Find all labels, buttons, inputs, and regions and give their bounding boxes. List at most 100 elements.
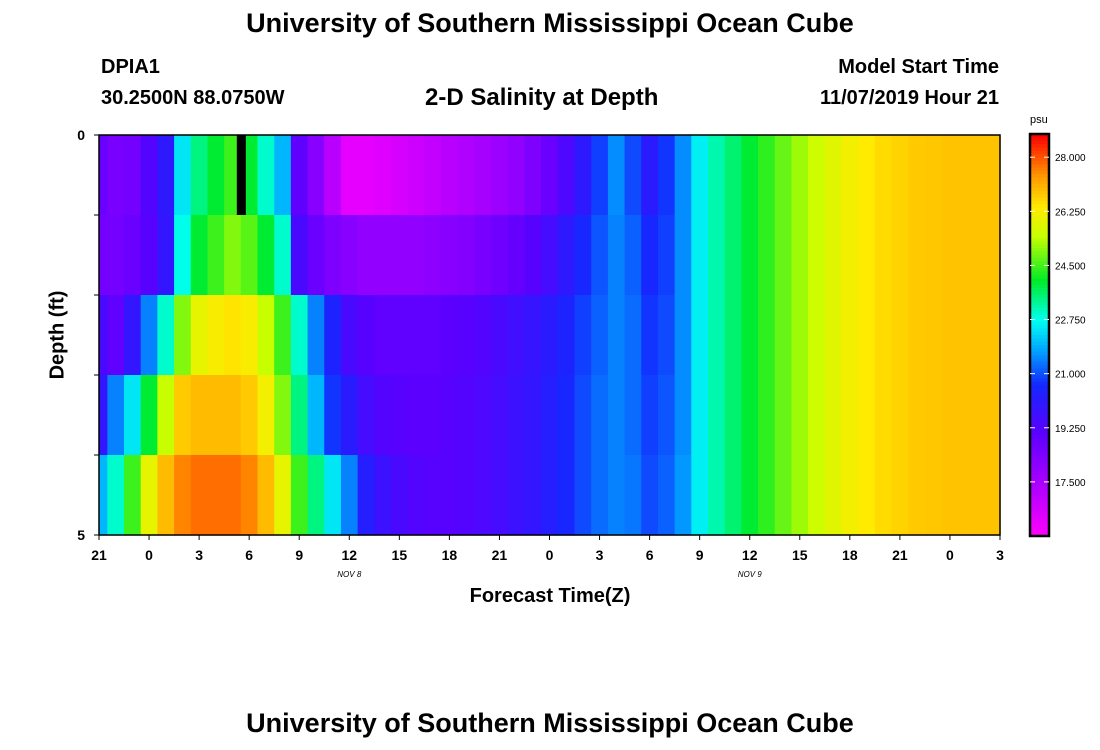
heatmap-cell: [474, 455, 492, 536]
heatmap-cell: [741, 455, 759, 536]
heatmap-cell: [324, 455, 342, 536]
colorbar-segment: [1030, 140, 1049, 145]
colorbar-segment: [1030, 224, 1049, 229]
heatmap-cell: [357, 295, 375, 376]
heatmap-cell: [99, 215, 108, 296]
colorbar-segment: [1030, 167, 1049, 172]
heatmap-cell: [541, 135, 559, 216]
colorbar-segment: [1030, 227, 1049, 232]
heatmap-cell: [374, 295, 392, 376]
colorbar-segment: [1030, 154, 1049, 159]
heatmap-cell: [157, 295, 175, 376]
heatmap-cell: [974, 135, 993, 216]
heatmap-cell: [407, 215, 425, 296]
heatmap-cell: [641, 295, 659, 376]
heatmap-cell: [374, 375, 392, 456]
colorbar-segment: [1030, 442, 1049, 447]
colorbar-segment: [1030, 381, 1049, 386]
x-tick-label: 12: [341, 547, 357, 563]
colorbar-segment: [1030, 512, 1049, 517]
heatmap-cell: [124, 295, 142, 376]
heatmap-cell: [641, 455, 659, 536]
heatmap-cell: [99, 135, 108, 216]
colorbar-unit-label: psu: [1030, 114, 1048, 126]
missing-data-mark: [236, 135, 246, 215]
heatmap-cell: [774, 375, 793, 456]
colorbar-segment: [1030, 294, 1049, 299]
colorbar-segment: [1030, 452, 1049, 457]
x-tick-label: 0: [145, 547, 153, 563]
heatmap-cell: [691, 455, 709, 536]
heatmap-cell: [190, 455, 209, 536]
colorbar-segment: [1030, 472, 1049, 477]
heatmap-cell: [174, 135, 192, 216]
colorbar-segment: [1030, 321, 1049, 326]
colorbar-segment: [1030, 348, 1049, 353]
heatmap-cell: [557, 375, 576, 456]
colorbar-segment: [1030, 519, 1049, 524]
heatmap-cell: [357, 455, 375, 536]
x-tick-label: 0: [546, 547, 554, 563]
heatmap-cell: [958, 375, 976, 456]
colorbar-segment: [1030, 361, 1049, 366]
heatmap-cell: [841, 455, 859, 536]
heatmap-cell: [758, 375, 776, 456]
heatmap-cell: [99, 295, 108, 376]
heatmap-cell: [891, 215, 909, 296]
heatmap-cell: [774, 455, 793, 536]
heatmap-cell: [357, 135, 375, 216]
colorbar-segment: [1030, 251, 1049, 256]
colorbar-segment: [1030, 304, 1049, 309]
heatmap-cell: [207, 455, 225, 536]
colorbar-segment: [1030, 351, 1049, 356]
heatmap-cell: [858, 375, 876, 456]
colorbar-segment: [1030, 345, 1049, 349]
colorbar-segment: [1030, 465, 1049, 470]
heatmap-cell: [641, 375, 659, 456]
colorbar-segment: [1030, 365, 1049, 370]
heatmap-cell: [691, 215, 709, 296]
heatmap-cell: [524, 375, 542, 456]
heatmap-cell: [808, 135, 826, 216]
heatmap-cell: [207, 375, 225, 456]
colorbar-segment: [1030, 177, 1049, 182]
colorbar-segment: [1030, 241, 1049, 246]
colorbar-segment: [1030, 335, 1049, 339]
heatmap-cell: [758, 455, 776, 536]
heatmap-cell: [474, 295, 492, 376]
colorbar-tick-label: 26.250: [1055, 207, 1086, 218]
heatmap-cell: [607, 215, 626, 296]
heatmap-cell: [874, 375, 893, 456]
heatmap-cell: [457, 455, 476, 536]
heatmap-cell: [708, 135, 726, 216]
heatmap-cell: [274, 135, 292, 216]
heatmap-cell: [674, 135, 692, 216]
heatmap-cell: [390, 135, 409, 216]
colorbar-segment: [1030, 338, 1049, 343]
x-axis-label: Forecast Time(Z): [469, 585, 631, 607]
heatmap-cell: [224, 295, 242, 376]
heatmap-cell: [99, 375, 108, 456]
heatmap-cell: [541, 215, 559, 296]
heatmap-cell: [491, 375, 509, 456]
heatmap-cell: [340, 295, 359, 376]
colorbar-segment: [1030, 137, 1049, 142]
colorbar-segment: [1030, 298, 1049, 303]
heatmap-cell: [207, 215, 225, 296]
heatmap-cell: [874, 215, 893, 296]
heatmap-cell: [824, 375, 843, 456]
colorbar-segment: [1030, 428, 1049, 433]
heatmap-cell: [874, 295, 893, 376]
colorbar-segment: [1030, 134, 1049, 138]
heatmap-cell: [224, 375, 242, 456]
colorbar-segment: [1030, 274, 1049, 279]
colorbar-tick-label: 28.000: [1055, 153, 1086, 164]
heatmap-cell: [157, 135, 175, 216]
heatmap-cell: [958, 455, 976, 536]
heatmap-cell: [791, 375, 809, 456]
heatmap-cell: [257, 455, 275, 536]
date-label: NOV 8: [337, 570, 362, 579]
heatmap-cell: [724, 455, 742, 536]
heatmap-cell: [557, 135, 576, 216]
heatmap-cell: [174, 295, 192, 376]
